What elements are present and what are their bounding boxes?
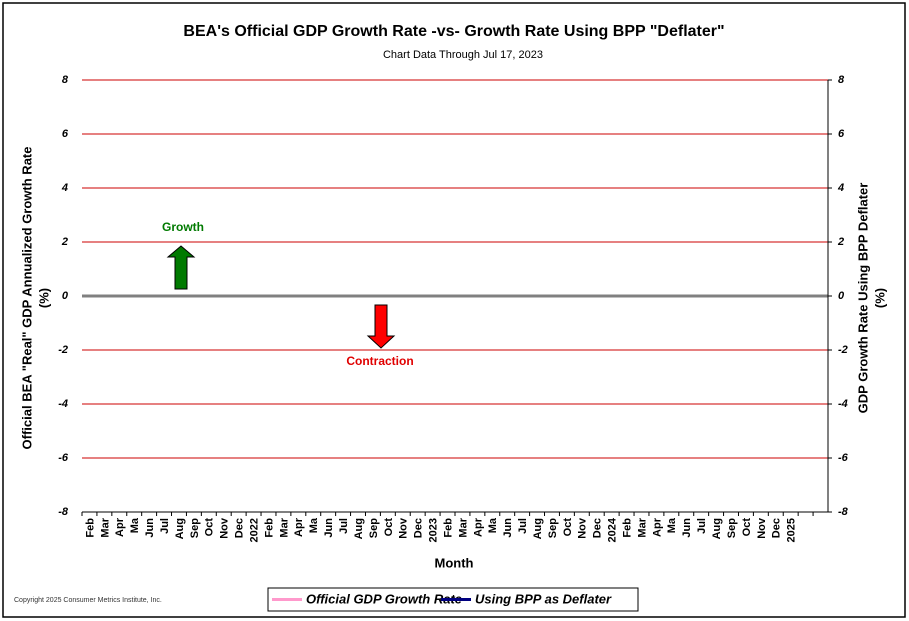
x-tick-label: Jul — [696, 518, 708, 534]
x-tick-label: Nov — [219, 517, 231, 539]
x-tick-label: Aug — [353, 518, 365, 539]
x-tick-label: Nov — [398, 517, 410, 539]
x-tick-label: Mar — [99, 517, 111, 537]
x-tick-label: Apr — [293, 517, 305, 537]
x-tick-label: Jun — [323, 518, 335, 538]
y2-tick-label: -8 — [838, 506, 849, 518]
x-tick-label: Oct — [383, 518, 395, 537]
contraction-arrow — [366, 304, 396, 349]
annotation: Contraction — [346, 354, 413, 368]
x-tick-label: Dec — [234, 518, 246, 538]
x-tick-label: Feb — [621, 518, 633, 538]
x-tick-label: 2025 — [786, 518, 798, 542]
y2-tick-label: 4 — [837, 182, 844, 194]
x-tick-label: Oct — [741, 518, 753, 537]
x-tick-label: Jun — [502, 518, 514, 538]
legend-label: Official GDP Growth Rate — [306, 591, 462, 606]
x-tick-label: Apr — [472, 517, 484, 537]
x-tick-label: Ma — [487, 517, 499, 533]
x-tick-label: Oct — [562, 518, 574, 537]
x-tick-label: Aug — [532, 518, 544, 539]
y2-axis-title: GDP Growth Rate Using BPP Deflater (%) — [855, 183, 887, 414]
x-tick-label: Ma — [308, 517, 320, 533]
y2-label: (%) — [872, 288, 887, 308]
x-tick-label: Nov — [756, 517, 768, 539]
x-tick-label: 2023 — [428, 518, 440, 542]
y-label: Official BEA "Real" GDP Annualized Growt… — [19, 147, 34, 450]
y-tick-label: 0 — [62, 290, 69, 302]
x-tick-label: Apr — [651, 517, 663, 537]
x-tick-label: Ma — [129, 517, 141, 533]
x-tick-label: Mar — [636, 517, 648, 537]
y2-tick-label: 8 — [838, 74, 845, 86]
legend-label: Using BPP as Deflater — [475, 591, 612, 606]
y2-tick-label: 6 — [838, 128, 845, 140]
y-tick-label: -2 — [58, 344, 68, 356]
y2-label: GDP Growth Rate Using BPP Deflater — [855, 183, 870, 414]
growth-arrow — [166, 245, 196, 290]
x-tick-label: Jun — [144, 518, 156, 538]
x-axis-title: Month — [435, 555, 474, 570]
y-axis-title: Official BEA "Real" GDP Annualized Growt… — [19, 147, 51, 450]
y-tick-label: -6 — [58, 452, 69, 464]
y-tick-label: 4 — [61, 182, 68, 194]
x-tick-label: Sep — [189, 518, 201, 538]
x-tick-label: Feb — [442, 518, 454, 538]
x-tick-label: Dec — [592, 518, 604, 538]
x-tick-label: Jul — [517, 518, 529, 534]
y-tick-label: 6 — [62, 128, 69, 140]
copyright: Copyright 2025 Consumer Metrics Institut… — [14, 597, 162, 604]
x-tick-label: 2024 — [607, 517, 619, 542]
x-tick-label: Dec — [413, 518, 425, 538]
chart-subtitle: Chart Data Through Jul 17, 2023 — [383, 49, 543, 61]
x-tick-label: Apr — [114, 517, 126, 537]
x-tick-label: Nov — [577, 517, 589, 539]
y2-tick-label: -6 — [838, 452, 849, 464]
y2-tick-label: 2 — [837, 236, 844, 248]
x-tick-label: Feb — [263, 518, 275, 538]
y2-tick-label: -4 — [838, 398, 848, 410]
y-tick-label: 8 — [62, 74, 69, 86]
x-tick-label: Feb — [84, 518, 96, 538]
x-tick-label: Sep — [547, 518, 559, 538]
x-tick-label: Dec — [771, 518, 783, 538]
y2-tick-label: -2 — [838, 344, 848, 356]
x-tick-label: Sep — [726, 518, 738, 538]
x-tick-label: Jul — [338, 518, 350, 534]
x-tick-label: Aug — [711, 518, 723, 539]
chart-title: BEA's Official GDP Growth Rate -vs- Grow… — [183, 23, 724, 40]
x-tick-label: 2022 — [248, 518, 260, 542]
x-tick-label: Jun — [681, 518, 693, 538]
x-tick-label: Oct — [204, 518, 216, 537]
x-tick-label: Sep — [368, 518, 380, 538]
y-label: (%) — [36, 288, 51, 308]
x-tick-label: Jul — [159, 518, 171, 534]
x-tick-label: Mar — [457, 517, 469, 537]
y2-tick-label: 0 — [838, 290, 845, 302]
y-tick-label: -4 — [58, 398, 68, 410]
y-tick-label: -8 — [58, 506, 69, 518]
y-tick-label: 2 — [61, 236, 68, 248]
x-tick-label: Mar — [278, 517, 290, 537]
x-tick-label: Aug — [174, 518, 186, 539]
annotation: Growth — [162, 220, 204, 234]
x-tick-label: Ma — [666, 517, 678, 533]
